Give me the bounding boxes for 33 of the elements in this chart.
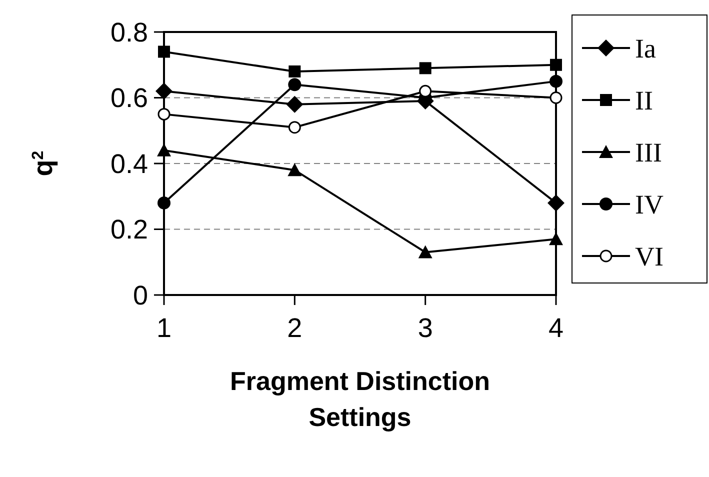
point [158,46,170,58]
y-tick-label: 0.2 [110,214,148,245]
x-tick-label: 1 [156,313,172,343]
point [548,194,564,212]
point [550,58,562,71]
legend-label: Ia [635,33,656,64]
legend-label: VI [635,241,664,272]
point [419,62,432,74]
point [158,196,170,210]
point [288,65,301,78]
legend-label: II [635,85,653,116]
point [158,108,170,120]
y-tick-label: 0.6 [110,83,148,114]
x-tick-label: 3 [418,313,433,343]
legend-label: IV [635,189,664,220]
legend-label: III [635,137,662,168]
x-axis-title: Fragment Distinction Settings [230,366,490,432]
point [288,163,302,176]
point [288,78,302,92]
point [418,245,432,258]
y-tick-label: 0 [132,280,148,310]
point [550,74,562,88]
y-tick-label: 0.4 [110,148,148,179]
point [157,143,171,156]
x-tick-label: 4 [548,313,564,343]
point [288,121,301,134]
point [550,92,562,104]
point [549,232,563,246]
point [419,84,432,98]
x-tick-label: 2 [287,313,302,343]
point [156,82,172,100]
y-tick-label: 0.8 [110,17,148,48]
point [286,96,304,113]
